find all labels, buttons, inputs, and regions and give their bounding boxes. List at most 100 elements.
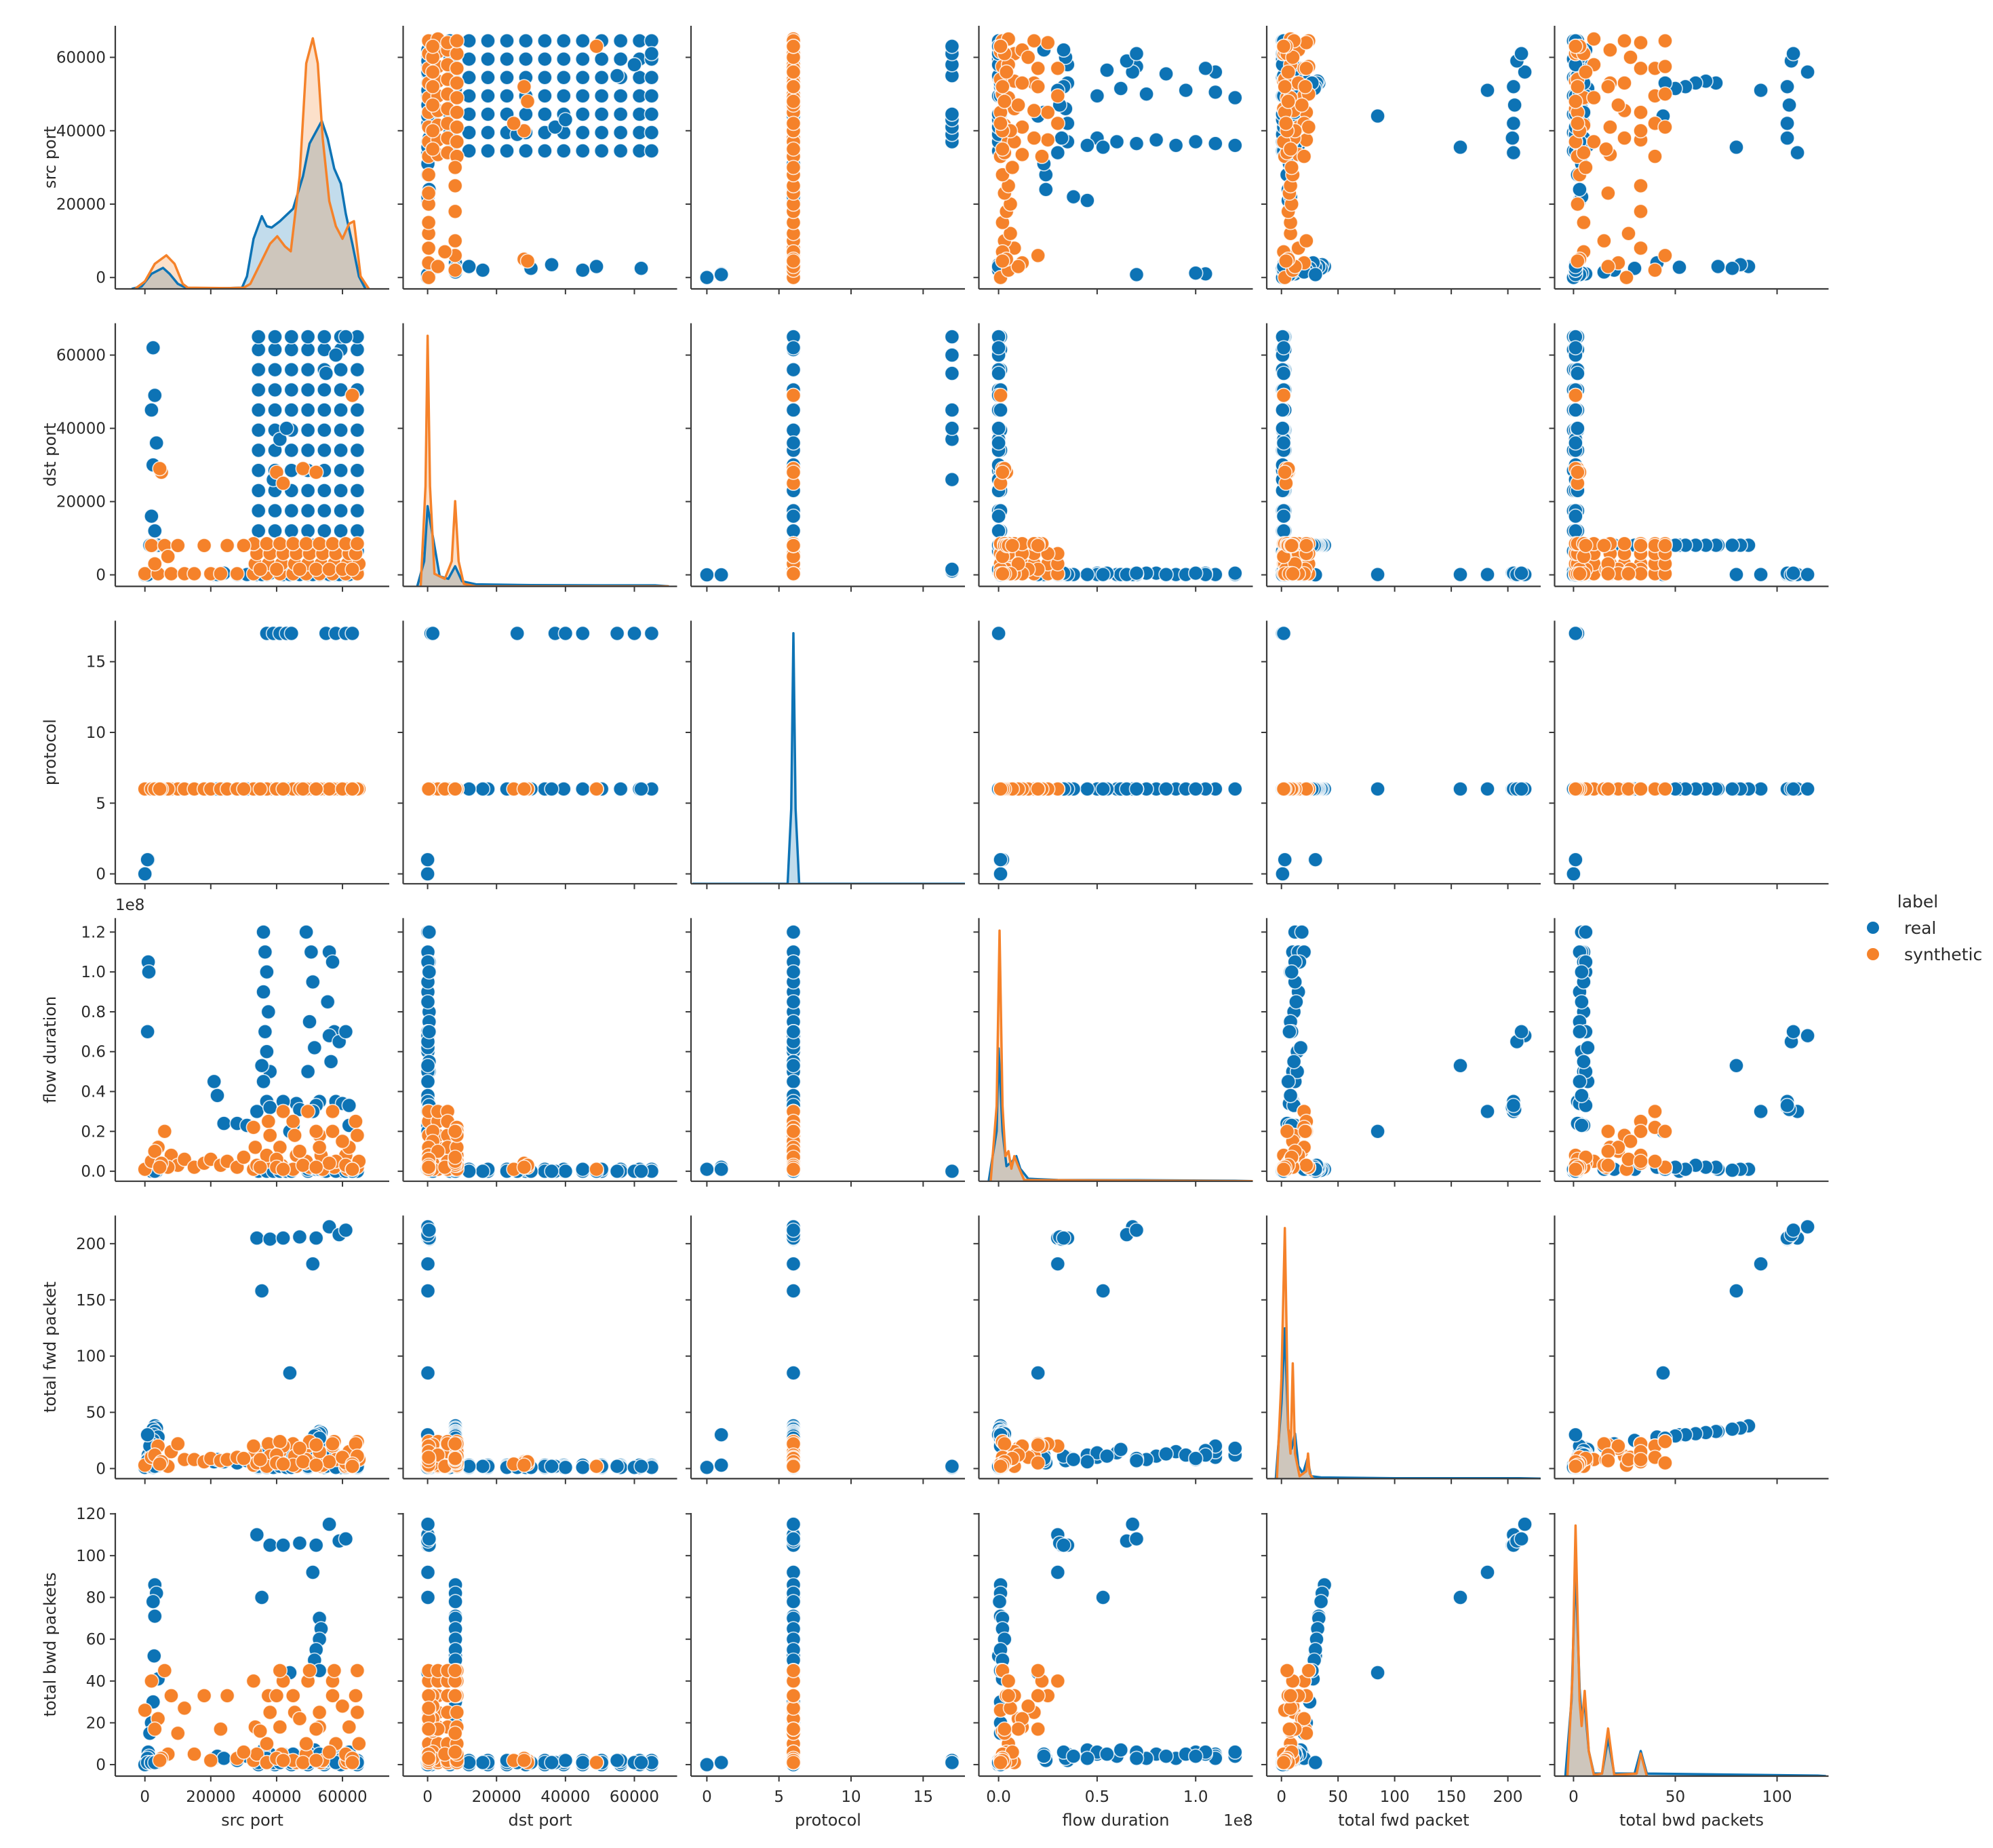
scatter-point-synthetic [785,538,802,553]
scatter-point-synthetic [292,562,308,577]
scatter-point-synthetic [993,387,1008,404]
scatter-point-real [644,45,660,62]
scatter-point-real [574,106,591,122]
scatter-point-synthetic [1602,119,1618,135]
scatter-point-real [283,625,300,642]
panel-content [420,625,660,882]
y-tick-label: 40000 [56,420,106,438]
scatter-point-real [260,1004,277,1020]
scatter-point-real [612,781,629,797]
scatter-point-real [333,361,349,378]
y-tick-label: 0 [96,269,106,287]
scatter-point-synthetic [1657,781,1673,797]
y-axis-label: protocol [41,719,60,785]
scatter-point-real [1724,260,1740,277]
scatter-point-synthetic [516,781,532,797]
panel-content [699,924,960,1179]
scatter-point-real [257,1024,273,1040]
scatter-point-real [259,1044,275,1059]
scatter-point-real [1570,366,1585,381]
scatter-point-synthetic [275,1103,291,1120]
scatter-point-real [300,503,316,519]
scatter-point-real [518,33,534,49]
scatter-point-real [593,51,610,67]
scatter-point-real [480,143,496,159]
scatter-point-real [461,258,477,275]
scatter-point-real [1276,508,1292,524]
scatter-point-real [338,329,354,345]
scatter-point-synthetic [1657,58,1673,75]
y-axis-label: dst port [41,423,60,487]
scatter-point-real [1785,565,1801,581]
scatter-point-real [1370,108,1385,124]
scatter-point-synthetic [995,566,1010,582]
scatter-point-real [644,70,660,85]
scatter-point-real [300,329,316,345]
scatter-point-real [1790,144,1805,161]
scatter-point-real [316,402,332,418]
kde-curve-synthetic [419,334,669,587]
scatter-point-synthetic [1600,258,1616,275]
scatter-point-real [1050,144,1066,161]
scatter-point-synthetic [1657,119,1673,135]
scatter-point-real [1282,1088,1299,1103]
scatter-point-real [420,866,435,882]
scatter-point-real [256,924,271,940]
scatter-point-synthetic [1657,248,1673,264]
panel-dst-port-vs-dst-port [397,323,677,592]
scatter-point-real [316,422,332,438]
scatter-point-real [609,1163,625,1179]
scatter-point-real [1729,139,1744,155]
scatter-point-synthetic [1602,42,1618,58]
scatter-point-synthetic [785,94,802,109]
scatter-point-real [254,1058,270,1074]
scatter-point-real [1753,82,1769,98]
scatter-point-real [544,1163,559,1179]
scatter-point-real [499,51,515,67]
scatter-point-synthetic [425,64,441,80]
scatter-point-real [300,483,316,498]
scatter-point-real [1785,781,1801,797]
scatter-point-real [267,402,283,418]
scatter-point-synthetic [1621,225,1636,241]
panel-flow-duration-vs-total-fwd-packet [1261,918,1541,1187]
scatter-point-synthetic [430,258,446,275]
scatter-point-real [250,361,267,378]
scatter-point-real [555,70,572,85]
scatter-point-real [699,1161,715,1177]
scatter-point-synthetic [252,562,269,577]
scatter-point-real [785,361,802,378]
kde-fill-synthetic [135,38,369,289]
scatter-point-synthetic [1586,134,1602,150]
scatter-point-synthetic [1299,1158,1314,1173]
scatter-point-synthetic [1299,233,1314,249]
scatter-point-real [1781,97,1797,113]
scatter-point-synthetic [1030,538,1046,553]
scatter-point-synthetic [1278,253,1294,269]
scatter-point-real [1507,97,1522,113]
scatter-point-real [421,1024,437,1040]
scatter-point-real [991,366,1006,381]
panel-src-port-vs-flow-duration [973,26,1253,294]
scatter-point-synthetic [1576,144,1592,161]
scatter-point-real [1198,60,1213,77]
scatter-point-synthetic [1568,39,1583,54]
scatter-point-real [316,442,332,458]
scatter-point-real [300,523,316,539]
scatter-point-real [1056,42,1071,58]
scatter-point-real [420,1058,436,1074]
scatter-point-synthetic [321,562,337,577]
scatter-point-synthetic [308,465,324,480]
scatter-point-real [785,1024,802,1040]
scatter-point-synthetic [308,1159,324,1175]
scatter-point-real [557,112,574,127]
scatter-point-synthetic [447,1149,463,1165]
scatter-point-synthetic [275,475,291,491]
scatter-point-real [1282,1024,1297,1040]
scatter-point-synthetic [1633,35,1649,51]
scatter-point-real [593,125,610,140]
scatter-point-real [944,471,960,488]
panel-content [699,31,960,286]
